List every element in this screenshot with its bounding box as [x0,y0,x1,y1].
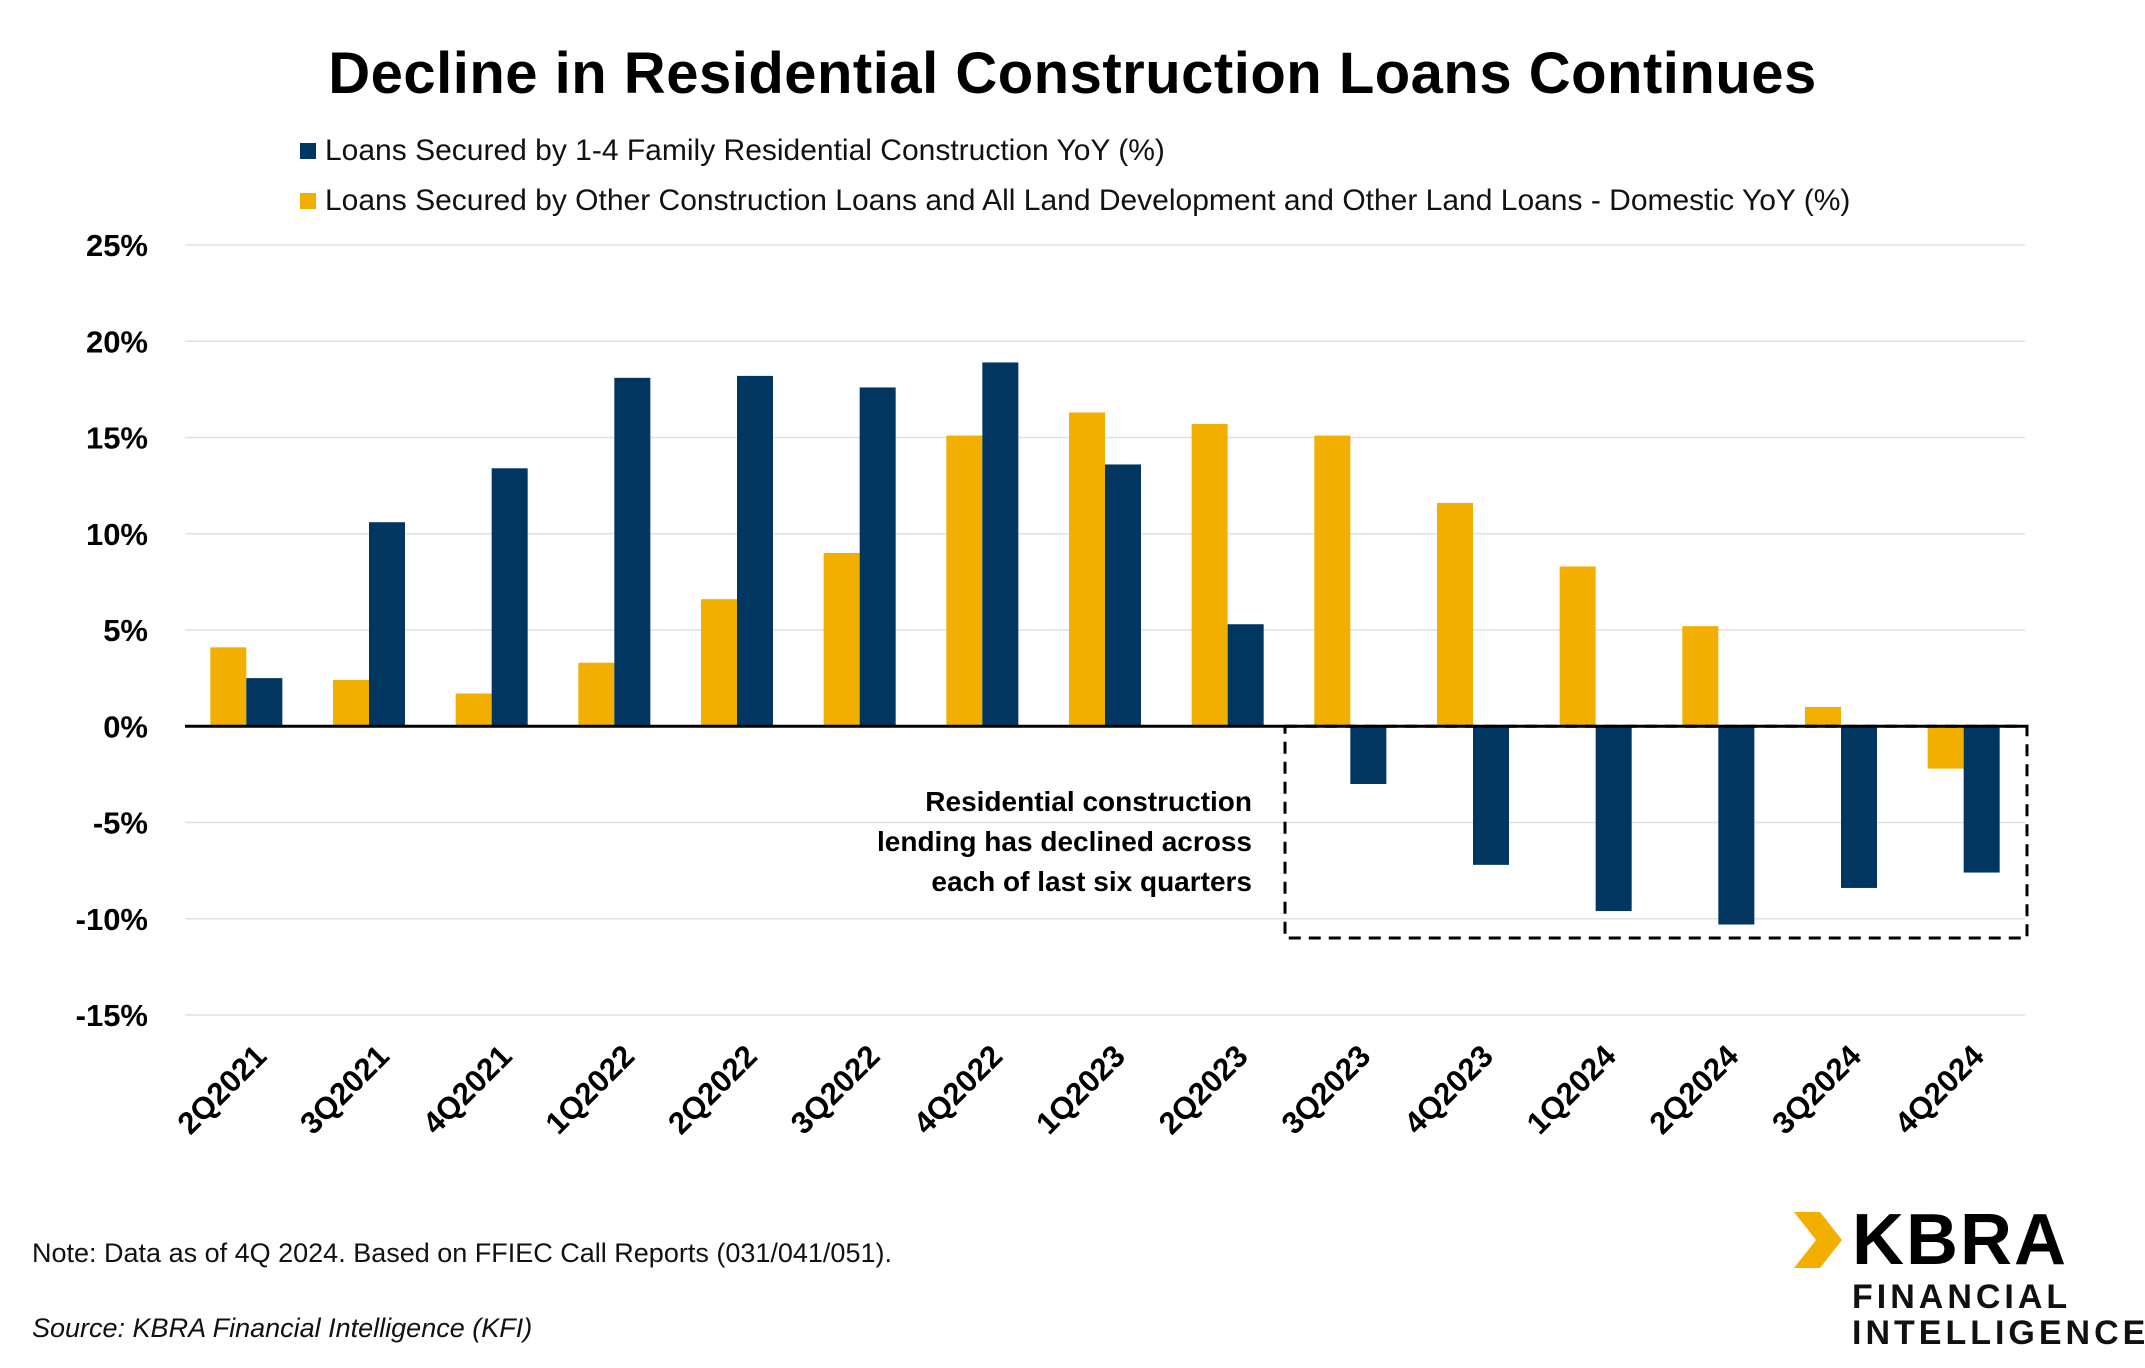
bar-residential [982,362,1019,727]
bar-other-construction [578,662,615,727]
bar-other-construction [1805,707,1841,727]
annotation-line: each of last six quarters [931,866,1252,897]
bar-other-construction [1437,502,1473,727]
x-tick-label: 3Q2021 [293,1038,396,1141]
annotation-line: Residential construction [925,786,1252,817]
logo-subtitle-line1: FINANCIAL [1852,1278,2072,1316]
bar-residential [859,387,896,727]
y-tick-label: 0% [103,709,148,744]
bars [210,362,2000,925]
bar-residential [1718,726,1755,925]
bar-chart: 25% 20% 15% 10% 5% 0% -5% -10% -15% 2Q2021 3Q2021… [76,228,2029,1141]
bar-residential [737,375,773,727]
bar-residential [1841,726,1877,888]
legend-swatch-other-construction [300,193,316,209]
y-tick-label: 10% [86,517,148,552]
x-tick-label: 3Q2022 [784,1038,887,1141]
x-tick-label: 1Q2024 [1520,1038,1623,1141]
x-axis-tick-labels: 2Q2021 3Q2021 4Q2021 1Q2022 2Q2022 3Q2022 4Q20… [171,1038,1992,1141]
kbra-logo-mark-icon [1794,1212,1842,1268]
x-tick-label: 3Q2024 [1765,1038,1868,1141]
bar-residential [1473,726,1509,865]
bar-residential [1963,726,2000,873]
y-tick-label: -10% [76,902,148,937]
bar-other-construction [1314,435,1351,727]
bar-residential [1227,624,1264,727]
y-tick-label: 20% [86,324,148,359]
bar-residential [614,377,651,727]
legend-swatch-residential [300,143,316,159]
bar-other-construction [1069,412,1105,727]
bar-other-construction [210,647,247,727]
legend-label-residential: Loans Secured by 1-4 Family Residential … [325,134,1165,167]
bar-other-construction [823,553,860,727]
bar-residential [369,522,405,727]
x-tick-label: 4Q2024 [1888,1038,1991,1141]
footnote-source: Source: KBRA Financial Intelligence (KFI… [32,1313,533,1343]
x-tick-label: 2Q2024 [1643,1038,1746,1141]
x-tick-label: 4Q2023 [1397,1038,1500,1141]
bar-other-construction [701,599,737,727]
x-tick-label: 2Q2022 [661,1038,764,1141]
bar-residential [1595,726,1632,912]
annotation-text: Residential construction lending has decl… [877,786,1252,897]
bar-other-construction [1927,726,1964,769]
bar-other-construction [946,435,983,727]
y-tick-label: -5% [93,806,148,841]
x-tick-label: 3Q2023 [1275,1038,1378,1141]
annotation-dashed-box [1283,724,2029,940]
legend-item-residential: Loans Secured by 1-4 Family Residential … [300,131,1165,171]
y-tick-label: 15% [86,421,148,456]
bar-residential [246,678,283,727]
bar-other-construction [1682,626,1719,727]
y-tick-label: 25% [86,228,148,263]
bar-other-construction [455,693,492,727]
legend-item-other-construction: Loans Secured by Other Construction Loan… [300,181,1850,221]
y-tick-label: 5% [103,613,148,648]
x-tick-label: 4Q2022 [907,1038,1010,1141]
bar-residential [1105,464,1141,727]
logo-wordmark: KBRA [1852,1200,2068,1280]
x-tick-label: 2Q2021 [171,1038,274,1141]
chart-title: Decline in Residential Construction Loan… [328,41,1817,106]
kbra-logo: KBRA FINANCIAL INTELLIGENCE [1790,1200,2145,1352]
bar-other-construction [1559,566,1596,727]
legend-label-other-construction: Loans Secured by Other Construction Loan… [325,184,1851,217]
logo-subtitle-line2: INTELLIGENCE [1852,1314,2145,1352]
x-tick-label: 1Q2023 [1029,1038,1132,1141]
footnote-note: Note: Data as of 4Q 2024. Based on FFIEC… [32,1238,892,1268]
bar-other-construction [333,680,369,727]
bar-other-construction [1191,424,1228,727]
x-tick-label: 2Q2023 [1152,1038,1255,1141]
bar-residential [1350,726,1387,784]
x-tick-label: 1Q2022 [539,1038,642,1141]
bar-residential [491,468,528,727]
y-tick-label: -15% [76,998,148,1033]
x-tick-label: 4Q2021 [416,1038,519,1141]
y-axis-tick-labels: 25% 20% 15% 10% 5% 0% -5% -10% -15% [76,228,148,1033]
annotation-line: lending has declined across [877,826,1252,857]
